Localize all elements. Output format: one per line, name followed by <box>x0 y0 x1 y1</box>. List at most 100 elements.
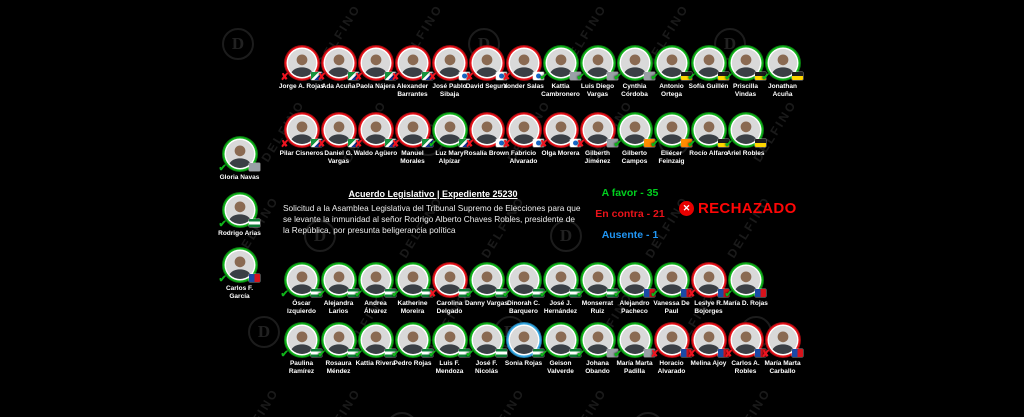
watermark-text: DELFINO <box>479 386 528 417</box>
vote-x-icon: ✘ <box>391 139 400 150</box>
vote-check-icon: ✔ <box>613 72 622 83</box>
deputy-avatar: ✘ <box>318 46 359 83</box>
deputy-name: Gloria Navas <box>219 174 260 181</box>
deputy-cell: ✘ Manuel Morales <box>392 113 433 165</box>
party-flag-badge <box>754 72 766 80</box>
deputy-name: Luz Mary Alpízar <box>435 150 464 165</box>
watermark-logo: D <box>632 412 664 417</box>
deputy-cell: ✔ Dinorah C. Barquero <box>503 263 544 315</box>
vote-check-icon: ✔ <box>576 72 585 83</box>
deputy-avatar: ✔ <box>614 46 655 83</box>
deputy-avatar: ✔ <box>614 113 655 150</box>
deputy-cell: ✔ Rodrigo Arias <box>218 193 261 238</box>
deputy-row: ✔ Óscar Izquierdo ✔ Alejandra Larios ✔ Andrea… <box>281 263 768 315</box>
deputy-name: Johana Obando <box>585 360 610 375</box>
deputy-name: Cynthia Córdoba <box>621 83 648 98</box>
deputy-cell: ✘ María Marta Carballo <box>762 323 803 375</box>
deputy-name: Ariel Robles <box>726 150 765 157</box>
deputy-name: Yonder Salas <box>503 83 544 90</box>
deputy-name: Gilberth Jiménez <box>584 150 611 165</box>
watermark-text: DELFINO <box>725 386 774 417</box>
deputy-cell: ✔ Rosaura Méndez <box>318 323 359 375</box>
deputy-name: Rodrigo Arias <box>218 230 261 237</box>
deputy-avatar: ✘ <box>281 113 322 150</box>
deputy-cell: ✘ Horacio Alvarado <box>650 323 692 375</box>
vote-x-icon: ✘ <box>687 289 696 300</box>
case-block: Acuerdo Legislativo | Expediente 25230 S… <box>283 189 583 235</box>
watermark-logo: D <box>222 28 254 60</box>
deputy-name: María Marta Padilla <box>616 360 653 375</box>
deputy-cell: ✔ Rocío Alfaro <box>688 113 729 165</box>
vote-check-icon: ✔ <box>218 219 227 230</box>
deputy-name: David Segura <box>465 83 508 90</box>
deputy-photo <box>472 49 501 77</box>
deputy-cell: ✘ Daniel G. Vargas <box>318 113 359 165</box>
deputy-name: Paola Nájera <box>355 83 396 90</box>
party-flag-badge <box>569 289 581 297</box>
deputy-cell: ✘ Gilberth Jiménez <box>577 113 618 165</box>
deputy-avatar: ✔ <box>688 113 729 150</box>
vote-check-icon: ✔ <box>613 349 622 360</box>
party-flag-badge <box>310 139 322 147</box>
deputy-cell: ✘ Olga Morera <box>540 113 581 165</box>
deputy-name: Manuel Morales <box>400 150 425 165</box>
deputy-avatar: ✘ <box>466 46 507 83</box>
party-flag-badge <box>421 139 433 147</box>
watermark-logo: D <box>248 316 280 348</box>
deputy-avatar: ✔ <box>688 46 729 83</box>
deputy-name: Luis F. Mendoza <box>435 360 464 375</box>
deputy-avatar: ✘ <box>540 113 581 150</box>
deputy-photo <box>657 49 686 77</box>
deputy-name: Daniel G. Vargas <box>324 150 353 165</box>
deputy-cell: ✘ Ada Acuña <box>318 46 359 98</box>
deputy-cell: ✔ Ariel Robles <box>725 113 766 165</box>
deputy-avatar: ✘ <box>392 113 433 150</box>
deputy-photo <box>361 49 390 77</box>
deputy-avatar: ✘ <box>688 323 729 360</box>
deputy-photo <box>768 49 797 77</box>
party-flag-badge <box>717 289 729 297</box>
deputy-cell: ✔ Jonathan Acuña <box>762 46 803 98</box>
deputy-name: Carlos F. García <box>225 285 254 300</box>
vote-x-icon: ✘ <box>650 349 659 360</box>
vote-check-icon: ✔ <box>428 139 437 150</box>
vote-x-icon: ✘ <box>687 349 696 360</box>
deputy-cell: ✘ Carolina Delgado <box>429 263 470 315</box>
deputy-cell: ✔ Carlos F. García <box>219 248 260 300</box>
deputy-cell: ✘ José Pablo Sibaja <box>429 46 470 98</box>
deputy-avatar: ✔ <box>540 46 581 83</box>
deputy-name: Óscar Izquierdo <box>287 300 316 315</box>
vote-x-icon: ✘ <box>465 139 474 150</box>
tally-favor: A favor - 35 <box>601 187 659 199</box>
vote-check-icon: ✔ <box>613 139 622 150</box>
vote-check-icon: ✔ <box>724 72 733 83</box>
deputy-name: Carolina Delgado <box>436 300 463 315</box>
party-flag-badge <box>754 139 766 147</box>
party-flag-badge <box>606 72 618 80</box>
deputy-photo <box>398 266 427 294</box>
party-flag-badge <box>421 289 433 297</box>
vote-x-icon: ✘ <box>502 139 511 150</box>
party-flag-badge <box>310 349 322 357</box>
deputy-name: Jorge A. Rojas <box>278 83 325 90</box>
deputy-cell: ✔ Priscilla Vindas <box>724 46 766 98</box>
deputy-cell: ✔ María D. Rojas <box>723 263 768 315</box>
vote-check-icon: ✔ <box>687 72 696 83</box>
party-flag-badge <box>458 72 470 80</box>
deputy-name: Alexander Barrantes <box>396 83 429 98</box>
watermark-text: DELFINO <box>233 386 282 417</box>
party-flag-badge <box>680 139 692 147</box>
deputy-name: Alejandra Larios <box>323 300 354 315</box>
deputy-cell: ✔ Paulina Ramírez <box>281 323 322 375</box>
deputy-name: Katherine Moreira <box>397 300 428 315</box>
deputy-cell: ✔ Katherine Moreira <box>392 263 433 315</box>
party-flag-badge <box>384 139 396 147</box>
party-flag-badge <box>606 349 618 357</box>
party-flag-badge <box>384 289 396 297</box>
deputy-cell: ✔ Danny Vargas <box>465 263 508 315</box>
deputy-name: Paulina Ramírez <box>288 360 315 375</box>
deputy-name: Dinorah C. Barquero <box>507 300 540 315</box>
party-flag-badge <box>248 219 260 227</box>
party-flag-badge <box>717 72 729 80</box>
party-flag-badge <box>495 349 507 357</box>
